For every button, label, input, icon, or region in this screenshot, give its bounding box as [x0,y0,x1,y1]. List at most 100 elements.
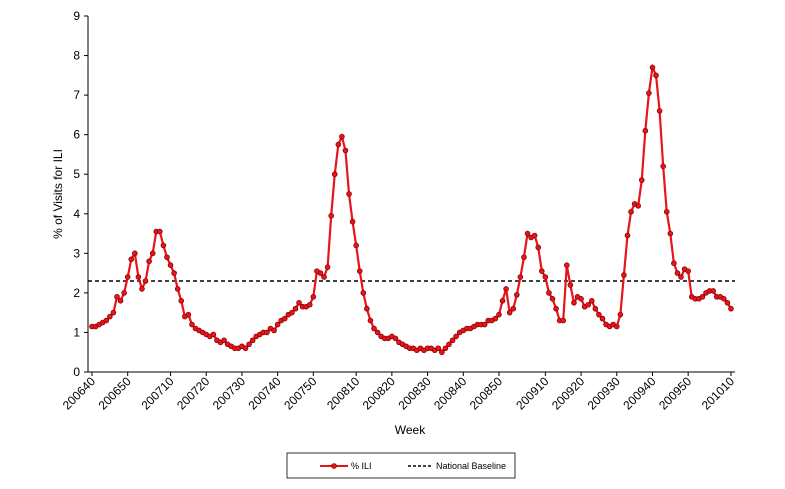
point [517,274,524,280]
x-tick-label: 200920 [549,374,587,412]
point [453,333,459,340]
y-tick-label: 4 [73,207,80,221]
point [274,321,281,328]
point [535,244,542,251]
point [242,345,249,352]
y-tick-label: 2 [73,286,80,300]
point [353,242,359,249]
x-tick-label: 200840 [431,374,469,412]
point [699,294,706,300]
x-tick-label: 200650 [96,374,134,412]
point [592,305,599,312]
point [449,337,456,344]
point [585,301,592,308]
x-tick-label: 200740 [246,374,284,412]
point [481,321,488,328]
point [563,262,570,269]
point [356,268,363,274]
y-tick-label: 0 [73,365,80,379]
point [128,256,135,263]
point [571,299,577,306]
x-tick-label: 200940 [620,374,658,412]
point [560,317,567,324]
point [132,250,138,257]
point [135,274,142,280]
point [185,311,192,318]
point [646,90,652,96]
point [331,171,338,178]
point [678,274,684,280]
point [335,141,342,148]
point [671,260,677,267]
point [157,228,163,235]
point [510,305,517,312]
point [364,305,370,312]
point [588,297,595,304]
point [685,268,691,274]
point [371,325,377,332]
point [110,309,117,316]
legend-label: National Baseline [436,461,506,471]
point [392,335,399,342]
point [721,296,727,302]
point [499,297,506,304]
x-tick-label: 200720 [174,374,212,412]
y-tick-label: 6 [73,128,80,142]
point [306,301,313,308]
x-tick-label: 200810 [324,374,362,412]
point [249,337,256,344]
point [174,286,181,292]
point [642,127,649,134]
point [663,209,670,215]
point [107,313,113,320]
point [342,147,349,154]
point [149,250,156,257]
point [542,274,549,280]
point [728,305,734,312]
y-tick-label: 7 [73,88,80,102]
point [503,286,509,292]
point [446,341,452,348]
point [617,311,624,318]
point [146,258,152,265]
point [624,232,631,239]
point [653,72,659,79]
point [167,262,174,269]
point [296,299,302,306]
point [638,177,645,183]
point [289,309,295,316]
point [439,349,445,356]
point [567,282,574,288]
x-tick-label: 200850 [467,374,505,412]
point [160,242,167,249]
y-tick-label: 5 [73,167,80,181]
point [367,317,374,324]
point [310,294,317,300]
point [317,270,324,276]
point [492,315,499,322]
point [660,163,666,170]
point [321,274,327,280]
point [292,305,299,312]
point [124,274,131,280]
legend-label: % ILI [351,461,372,471]
point [164,254,170,261]
point [649,64,656,71]
point [324,264,331,270]
series-line [92,63,732,354]
point [599,315,606,322]
x-tick-label: 200820 [360,374,398,412]
point [360,290,367,296]
y-tick-label: 8 [73,49,80,63]
point [171,270,177,276]
point [221,337,227,344]
y-tick-label: 9 [73,9,80,23]
point [121,290,127,296]
point [621,272,627,278]
point [271,327,277,334]
point [514,292,520,298]
point [103,317,110,324]
point [210,331,217,338]
point [531,232,538,239]
